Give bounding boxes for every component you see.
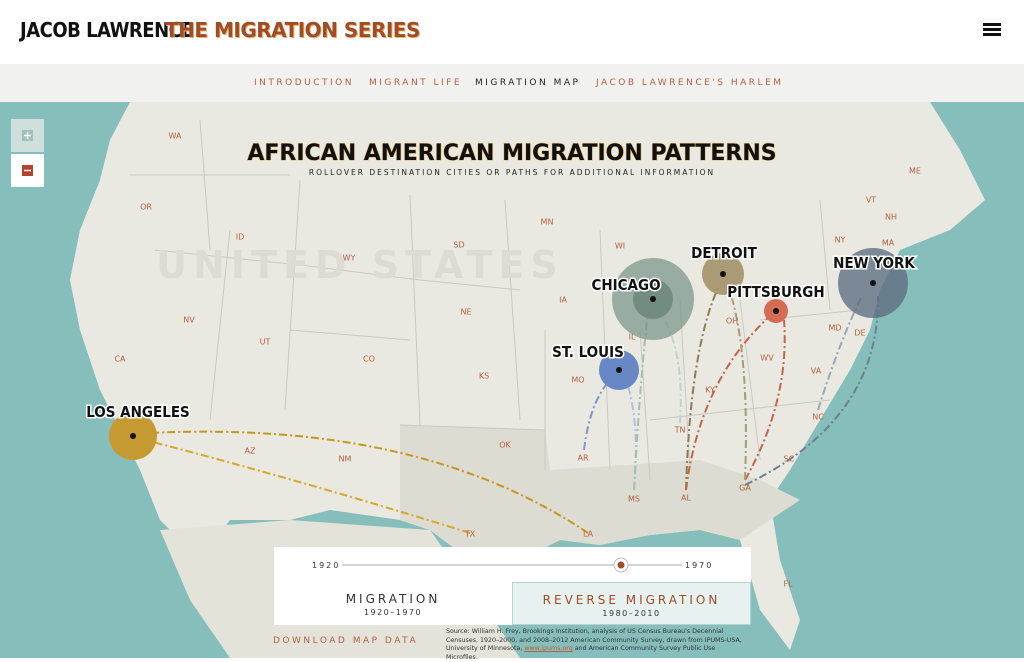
map-title: AFRICAN AMERICAN MIGRATION PATTERNS bbox=[247, 141, 776, 166]
migration-path[interactable] bbox=[744, 319, 786, 481]
migration-path[interactable] bbox=[149, 430, 589, 534]
state-label: WI bbox=[615, 242, 625, 251]
migration-path[interactable] bbox=[685, 315, 771, 491]
state-label: CO bbox=[363, 355, 375, 364]
migration-path[interactable] bbox=[817, 295, 863, 411]
header: JACOB LAWRENCE THE MIGRATION SERIES bbox=[0, 0, 1024, 64]
state-label: KS bbox=[479, 372, 489, 381]
state-label: SD bbox=[453, 241, 464, 250]
state-label: TX bbox=[464, 530, 476, 539]
state-label: ME bbox=[909, 167, 921, 176]
migration-path[interactable] bbox=[727, 284, 747, 481]
migration-path[interactable] bbox=[625, 379, 637, 491]
state-label: KY bbox=[705, 386, 715, 395]
state-label: DE bbox=[854, 329, 865, 338]
migration-path[interactable] bbox=[144, 439, 471, 534]
state-label: VT bbox=[866, 196, 876, 205]
city-label[interactable]: ST. LOUIS bbox=[551, 342, 626, 363]
state-label: WY bbox=[343, 254, 356, 263]
zoom-in-icon bbox=[22, 130, 33, 141]
zoom-out-icon bbox=[22, 165, 33, 176]
timeline-panel: 1920 1970 MIGRATION 1920–1970 REVERSE MI… bbox=[274, 547, 751, 625]
state-label: FL bbox=[783, 580, 793, 589]
state-label: AR bbox=[577, 454, 588, 463]
state-label: OR bbox=[140, 203, 152, 212]
source-link[interactable]: www.ipums.org bbox=[524, 645, 573, 652]
state-label: MA bbox=[882, 239, 895, 248]
state-label: GA bbox=[739, 484, 751, 493]
state-label: TN bbox=[674, 426, 686, 435]
state-borders bbox=[130, 119, 861, 481]
source-text: and American Community Survey Public Use… bbox=[446, 645, 716, 661]
state-label: LA bbox=[583, 530, 594, 539]
state-label: OH bbox=[726, 317, 738, 326]
migration-path[interactable] bbox=[744, 295, 880, 486]
state-label: NY bbox=[835, 236, 846, 245]
city-label[interactable]: DETROIT bbox=[690, 243, 760, 264]
nav-item[interactable]: MIGRATION MAP bbox=[475, 78, 581, 88]
zoom-in-button[interactable] bbox=[11, 119, 44, 152]
migration-path[interactable] bbox=[685, 287, 719, 491]
state-label: OK bbox=[499, 441, 511, 450]
state-label: CA bbox=[114, 355, 126, 364]
state-label: UT bbox=[260, 338, 271, 347]
state-labels: WA OR ID CA NV UT AZ WY CO NM SD NE KS OK TX MN IA MO AR LA… bbox=[114, 132, 921, 589]
state-label: AL bbox=[681, 494, 691, 503]
tab-reverse-migration[interactable]: REVERSE MIGRATION 1980–2010 bbox=[512, 582, 751, 625]
country-label: UNITED STATES bbox=[156, 243, 564, 287]
state-label: NC bbox=[812, 413, 824, 422]
state-label: IA bbox=[559, 296, 567, 305]
source-text: Source: William H. Frey, Brookings Insti… bbox=[446, 628, 742, 652]
state-label: MN bbox=[541, 218, 554, 227]
state-label: MO bbox=[571, 376, 584, 385]
zoom-out-button[interactable] bbox=[11, 154, 44, 187]
city-label[interactable]: NEW YORK bbox=[832, 253, 917, 274]
site-subtitle[interactable]: THE MIGRATION SERIES bbox=[165, 18, 420, 42]
nav-bar: INTRODUCTION MIGRANT LIFE MIGRATION MAP … bbox=[0, 64, 1024, 102]
nav-item[interactable]: MIGRANT LIFE bbox=[369, 78, 463, 88]
state-label: NE bbox=[460, 308, 471, 317]
timeline-end: 1970 bbox=[685, 561, 714, 570]
map-subtitle: ROLLOVER DESTINATION CITIES OR PATHS FOR… bbox=[309, 168, 715, 177]
state-label: IL bbox=[629, 333, 636, 342]
tab-label: REVERSE MIGRATION bbox=[542, 593, 721, 607]
site-title[interactable]: JACOB LAWRENCE bbox=[20, 18, 194, 42]
state-label: MD bbox=[828, 324, 841, 333]
nav-item[interactable]: JACOB LAWRENCE'S HARLEM bbox=[596, 78, 784, 88]
state-label: AZ bbox=[245, 447, 256, 456]
migration-paths bbox=[144, 284, 880, 534]
tab-migration[interactable]: MIGRATION 1920–1970 bbox=[274, 582, 512, 625]
state-label: WA bbox=[169, 132, 182, 141]
source-note: Source: William H. Frey, Brookings Insti… bbox=[446, 628, 746, 662]
timeline-slider[interactable] bbox=[342, 555, 682, 575]
state-label: NM bbox=[339, 455, 352, 464]
cities: LOS ANGELES CHICAGO DETROIT PITTSBURGH N… bbox=[85, 243, 917, 460]
map: UNITED STATES LOS ANGELES CHICAGO DETROI… bbox=[0, 102, 1024, 658]
state-label: ID bbox=[236, 233, 245, 242]
city-dots bbox=[130, 271, 876, 439]
city-label[interactable]: PITTSBURGH bbox=[726, 282, 826, 303]
download-link[interactable]: DOWNLOAD MAP DATA bbox=[273, 636, 419, 646]
tab-years: 1980–2010 bbox=[602, 609, 661, 618]
migration-path[interactable] bbox=[583, 377, 613, 451]
state-label: NV bbox=[183, 316, 195, 325]
city-label[interactable]: CHICAGO bbox=[590, 275, 662, 296]
state-label: NH bbox=[885, 213, 897, 222]
tab-label: MIGRATION bbox=[345, 592, 441, 606]
timeline-start: 1920 bbox=[312, 561, 341, 570]
state-label: VA bbox=[811, 367, 822, 376]
migration-path[interactable] bbox=[659, 311, 682, 424]
tab-years: 1920–1970 bbox=[363, 608, 423, 617]
state-label: SC bbox=[784, 455, 795, 464]
state-label: WV bbox=[760, 354, 774, 363]
city-label[interactable]: LOS ANGELES bbox=[85, 402, 192, 423]
nav-item[interactable]: INTRODUCTION bbox=[254, 78, 354, 88]
state-label: MS bbox=[628, 495, 640, 504]
menu-button[interactable] bbox=[983, 23, 1001, 36]
